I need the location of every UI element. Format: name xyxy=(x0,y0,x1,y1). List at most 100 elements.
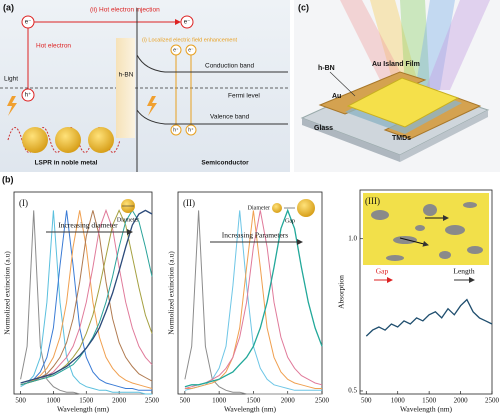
annotation: Increasing Parameters xyxy=(222,231,289,240)
label: h-BN xyxy=(119,72,134,79)
panel-title: (I) xyxy=(19,198,28,208)
y-axis-label: Normolized extinction (a.u) xyxy=(3,251,12,335)
hole xyxy=(185,124,197,136)
au-film xyxy=(346,77,460,128)
label: Light xyxy=(4,76,18,83)
label: Valence band xyxy=(210,114,250,121)
annotation: Increasing diameter xyxy=(58,221,118,230)
light-icon xyxy=(147,96,157,116)
panel-label: (a) xyxy=(3,2,14,12)
inset-label: Gap xyxy=(376,267,389,276)
x-tick-label: 1500 xyxy=(246,397,261,405)
panel-title: (II) xyxy=(183,198,195,208)
electron xyxy=(21,15,35,29)
series-line xyxy=(20,210,152,395)
inset-grain-gap xyxy=(393,236,417,244)
inset-label: Gap xyxy=(285,218,295,224)
light-beam xyxy=(400,0,430,90)
y-axis-label: Absorption xyxy=(337,275,346,309)
hole-label: h⁺ xyxy=(173,127,179,133)
label: (ii) Hot electron injection xyxy=(90,7,160,14)
glass-edge xyxy=(400,110,488,162)
electron xyxy=(170,44,182,56)
electron xyxy=(185,44,197,56)
label: Au xyxy=(332,93,341,100)
plot-frame xyxy=(359,189,493,395)
x-tick-label: 1000 xyxy=(212,397,227,405)
conduction-band xyxy=(136,54,288,73)
label: Au Island Film xyxy=(372,61,420,68)
label: Conduction band xyxy=(205,63,255,70)
x-tick-label: 1500 xyxy=(79,397,94,405)
inset-grain-gap xyxy=(423,204,437,216)
inset-particle xyxy=(297,199,315,217)
x-tick-label: 2500 xyxy=(145,397,160,405)
x-tick-label: 1000 xyxy=(46,397,61,405)
panel-label: (c) xyxy=(298,2,309,12)
series-line xyxy=(20,208,153,386)
electron xyxy=(180,15,194,29)
light-beam xyxy=(370,0,420,90)
panel-label: (b) xyxy=(2,174,14,184)
nanoparticle xyxy=(88,127,114,153)
electron-label: e⁻ xyxy=(184,20,191,26)
x-tick-label: 500 xyxy=(361,397,372,405)
x-tick-label: 1000 xyxy=(391,397,406,405)
x-tick-label: 1500 xyxy=(422,397,437,405)
hole xyxy=(170,124,182,136)
label: Semiconductor xyxy=(201,160,249,167)
label: TMDs xyxy=(392,135,411,142)
valence-band xyxy=(136,109,288,125)
x-tick-label: 500 xyxy=(15,397,26,405)
glass-edge xyxy=(302,118,400,162)
inset-arrow xyxy=(399,237,429,247)
label: Glass xyxy=(314,125,333,132)
label: Hot electron xyxy=(36,43,71,50)
inset-label: Length xyxy=(453,267,474,276)
label: (i) Localized electric field enhancement xyxy=(142,37,238,43)
label: h-BN xyxy=(318,65,335,72)
light-beam xyxy=(415,0,455,90)
x-axis-label: Wavelength (nm) xyxy=(224,405,277,414)
x-tick-label: 2500 xyxy=(315,397,330,405)
leader xyxy=(329,71,356,97)
x-axis-label: Wavelength (nm) xyxy=(57,405,110,414)
light-beam xyxy=(340,0,410,90)
hole xyxy=(21,88,35,102)
x-tick-label: 2000 xyxy=(281,397,296,405)
x-axis-label: Wavelength (nm) xyxy=(400,405,453,414)
hole-label: h⁺ xyxy=(188,127,194,133)
nanoparticle xyxy=(22,127,48,153)
nanoparticle xyxy=(55,127,81,153)
label: LSPR in noble metal xyxy=(35,160,98,167)
inset-grain-gap xyxy=(467,246,483,254)
inset-grain-gap xyxy=(415,225,425,231)
electron-label: e⁻ xyxy=(173,47,179,53)
inset-grain-gap xyxy=(439,251,451,259)
inset-grain-gap xyxy=(386,255,404,261)
series-line xyxy=(20,210,153,389)
panel-c: (c) h-BN Au Island Film Au Glass TMDs xyxy=(294,0,500,172)
inset-particle xyxy=(272,203,282,213)
hbn-layer xyxy=(116,38,135,138)
label: Fermi level xyxy=(228,93,260,100)
series-line xyxy=(184,208,323,388)
series-line xyxy=(184,210,322,389)
inset-label: Diameter xyxy=(248,205,270,211)
electron-label: e⁻ xyxy=(188,47,194,53)
x-tick-label: 2500 xyxy=(485,397,500,405)
inset-grain-gap xyxy=(463,202,477,208)
x-tick-label: 500 xyxy=(180,397,191,405)
x-tick-label: 2000 xyxy=(454,397,469,405)
series-line xyxy=(365,298,493,337)
series-line xyxy=(20,210,152,391)
panel-background xyxy=(0,0,290,172)
y-tick-label: 0.5 xyxy=(348,387,357,395)
hole-label: h⁺ xyxy=(25,92,32,99)
light-icon xyxy=(7,96,17,116)
y-axis-label: Normolized extinction (a.u) xyxy=(167,251,176,335)
electron-label: e⁻ xyxy=(25,20,32,26)
inset-grain-gap xyxy=(445,225,465,235)
panel-a: (a) (ii) Hot electron injection e⁻ e⁻ Ho… xyxy=(0,0,290,172)
